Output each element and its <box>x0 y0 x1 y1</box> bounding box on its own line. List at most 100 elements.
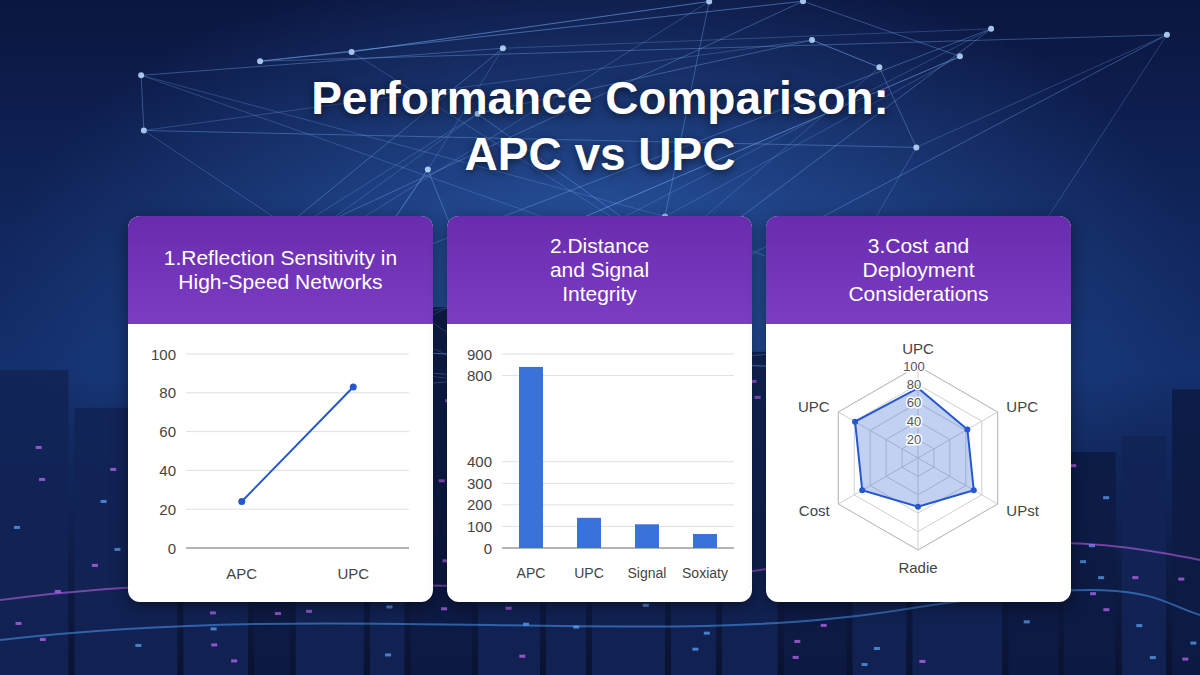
r-tick-label: 60 <box>907 395 921 410</box>
point <box>859 487 865 493</box>
building <box>1172 390 1200 675</box>
panel: 2.Distance and Signal Integrity010020030… <box>447 216 752 602</box>
window-light <box>1024 620 1030 623</box>
axis-label: Radie <box>898 559 937 576</box>
network-node <box>876 64 882 70</box>
window-light <box>135 644 141 647</box>
axis-label: UPC <box>1006 398 1038 415</box>
building <box>0 370 68 675</box>
r-tick-label: 80 <box>907 377 921 392</box>
y-tick-label: 100 <box>151 346 176 363</box>
y-tick-label: 20 <box>159 501 176 518</box>
panel: 3.Cost and Deployment Considerations 20 40… <box>766 216 1071 602</box>
x-axis-line <box>186 548 409 549</box>
window-light <box>110 468 116 471</box>
r-tick-label: 40 <box>907 414 921 429</box>
y-tick-label: 80 <box>159 384 176 401</box>
grid-line <box>186 431 409 432</box>
window-light <box>1136 624 1142 627</box>
window-light <box>101 500 107 503</box>
network-line <box>503 29 991 48</box>
axis-label: UPst <box>1006 502 1039 519</box>
point <box>971 487 977 493</box>
bar <box>693 534 717 548</box>
panel-title: 3.Cost and Deployment Considerations <box>844 234 994 306</box>
x-tick-label: UPC <box>574 565 604 581</box>
window-light <box>16 622 22 625</box>
network-line <box>803 1 960 56</box>
window-light <box>1070 464 1076 467</box>
point <box>915 504 921 510</box>
point <box>964 426 970 432</box>
window-light <box>39 478 45 481</box>
grid-line <box>186 509 409 510</box>
window-light <box>385 653 391 656</box>
window-light <box>704 632 710 635</box>
page-title: Performance Comparison: <box>0 70 1200 126</box>
y-tick-label: 60 <box>159 423 176 440</box>
window-light <box>1190 642 1196 645</box>
background-glow <box>0 0 1200 675</box>
axis-label: Cost <box>799 502 831 519</box>
x-tick-label: APC <box>226 565 257 582</box>
x-tick-label: Signal <box>628 565 667 581</box>
y-tick-label: 0 <box>484 540 492 557</box>
x-tick-label: APC <box>517 565 546 581</box>
window-light <box>231 659 237 662</box>
window-light <box>1150 656 1156 659</box>
radar-grid <box>838 366 997 550</box>
window-light <box>821 624 827 627</box>
point <box>852 419 858 425</box>
network-line <box>141 48 503 75</box>
y-tick-label: 0 <box>168 540 176 557</box>
r-tick-label: 20 <box>907 432 921 447</box>
window-light <box>1178 578 1184 581</box>
page-title: APC vs UPC <box>0 126 1200 182</box>
window-light <box>919 660 925 663</box>
window-light <box>40 638 46 641</box>
point <box>350 383 357 390</box>
panel-header: 3.Cost and Deployment Considerations <box>766 216 1071 324</box>
window-light <box>1103 496 1109 499</box>
axis-label: UPC <box>902 340 934 357</box>
radar-frame <box>838 366 997 550</box>
panel-title: 1.Reflection Sensitivity in High-Speed N… <box>146 246 416 294</box>
bar <box>635 524 659 548</box>
marks <box>519 367 717 548</box>
building <box>1064 452 1115 675</box>
network-line <box>260 1 803 61</box>
axes: 0100200300400800900APCUPCSignalSoxiaty <box>467 346 734 582</box>
grid-line <box>186 392 409 393</box>
window-light <box>862 663 868 666</box>
y-tick-label: 400 <box>467 453 492 470</box>
grid-line <box>186 354 409 355</box>
window-light <box>1090 592 1096 595</box>
building <box>1122 436 1166 675</box>
marks <box>238 383 357 504</box>
r-tick-label: 100 <box>903 359 925 374</box>
window-light <box>692 648 698 651</box>
window-light <box>755 396 761 399</box>
network-node <box>425 167 431 173</box>
grid-ring <box>854 384 981 531</box>
y-tick-label: 100 <box>467 518 492 535</box>
grid-ring <box>838 366 997 550</box>
window-light <box>14 526 20 529</box>
window-light <box>1080 560 1086 563</box>
chart: 0100200300400800900APCUPCSignalSoxiaty <box>447 324 752 602</box>
window-light <box>793 656 799 659</box>
window-light <box>519 655 525 658</box>
labels: 20406080100UPCUPCUPstRadieCostUPC <box>798 340 1040 576</box>
network-node <box>500 45 506 51</box>
window-light <box>386 605 392 608</box>
grid-line <box>186 470 409 471</box>
marks <box>852 385 977 510</box>
window-light <box>643 604 649 607</box>
window-light <box>306 610 312 613</box>
x-tick-label: UPC <box>337 565 369 582</box>
window-light <box>1098 576 1104 579</box>
y-tick-label: 300 <box>467 475 492 492</box>
window-light <box>506 607 512 610</box>
window-light <box>1182 658 1188 661</box>
window-light <box>92 564 98 567</box>
